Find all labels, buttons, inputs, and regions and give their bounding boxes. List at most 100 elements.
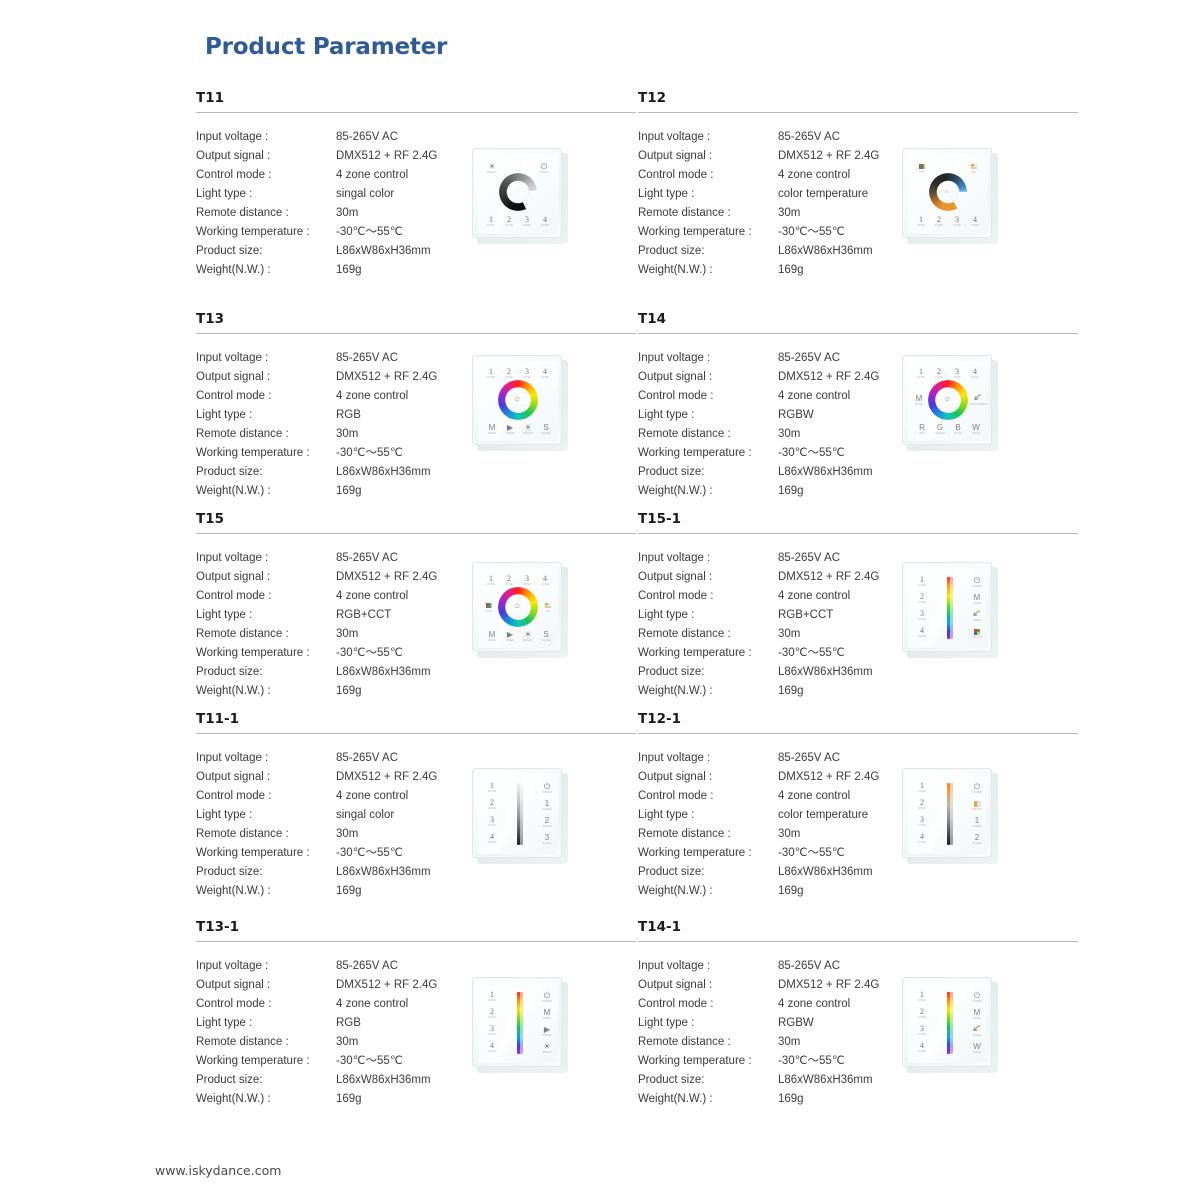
vertical-slider[interactable] — [516, 783, 520, 845]
key-scene-key[interactable]: 2 SCENE — [539, 816, 555, 829]
swatch-key[interactable]: SET — [966, 162, 982, 175]
swatch-key[interactable]: RGB — [481, 601, 497, 614]
zone-button-4[interactable]: 4 ZONE — [968, 368, 982, 380]
zone-button-3[interactable]: 3 ZONE — [485, 1025, 499, 1037]
zone-button-1[interactable]: 1 ZONE — [914, 368, 928, 380]
zone-button-3[interactable]: 3 ZONE — [915, 816, 929, 828]
key-power-key[interactable]: ⏻ POWER — [539, 991, 555, 1004]
zone-button-1[interactable]: 1 ZONE — [484, 216, 498, 228]
zone-button-2[interactable]: 2 ZONE — [915, 593, 929, 605]
zone-button-3[interactable]: 3 ZONE — [915, 1025, 929, 1037]
mode-key[interactable]: M MODE — [911, 394, 927, 407]
control-wheel[interactable] — [499, 173, 537, 211]
power-icon[interactable]: ⏻ — [944, 396, 950, 403]
control-wheel[interactable]: ⏻ — [498, 380, 538, 420]
speed-key[interactable]: SPEED — [969, 1025, 985, 1038]
swatch-key[interactable]: SWITCH — [969, 627, 985, 640]
key-bright-key[interactable]: ☀ BRIGHT — [520, 423, 536, 436]
key-bright-key[interactable]: ☀ BRIGHT — [539, 1042, 555, 1055]
zone-button-2[interactable]: 2 ZONE — [915, 799, 929, 811]
zone-button-2[interactable]: 2 ZONE — [485, 799, 499, 811]
vertical-slider[interactable] — [946, 783, 950, 845]
power-key[interactable]: ⏻ POWER — [536, 162, 552, 175]
zone-button-3[interactable]: 3 ZONE — [520, 575, 534, 587]
key-scene-key[interactable]: 3 SCENE — [539, 833, 555, 846]
zone-button-3[interactable]: 3 ZONE — [485, 816, 499, 828]
vertical-slider[interactable] — [946, 992, 950, 1054]
vertical-slider[interactable] — [946, 577, 950, 639]
zone-button-3[interactable]: 3 ZONE — [520, 216, 534, 228]
brightness-key[interactable]: ☀ BRIGHT — [484, 162, 500, 175]
zone-button-3[interactable]: 3 ZONE — [950, 216, 964, 228]
zone-button-1[interactable]: 1 ZONE — [484, 575, 498, 587]
key-speed-key[interactable]: ▶ SPEED — [539, 1025, 555, 1038]
key-power-key[interactable]: ⏻ POWER — [969, 782, 985, 795]
swatch-key[interactable]: SWITCH — [969, 799, 985, 812]
ring-center[interactable] — [937, 181, 959, 203]
zone-button-1[interactable]: 1 ZONE — [485, 991, 499, 1003]
zone-button-2[interactable]: 2 ZONE — [502, 575, 516, 587]
key-mode-key[interactable]: M MODE — [484, 630, 500, 643]
zone-button-3[interactable]: 3 ZONE — [950, 368, 964, 380]
key-scene-key[interactable]: 1 SCENE — [969, 816, 985, 829]
key-mode-key[interactable]: M MODE — [969, 1008, 985, 1021]
ring-center[interactable] — [935, 387, 961, 413]
zone-button-2[interactable]: 2 ZONE — [485, 1008, 499, 1020]
key-white-key[interactable]: W WHITE — [968, 423, 984, 436]
zone-button-1[interactable]: 1 ZONE — [914, 216, 928, 228]
key-scene-key[interactable]: S SCENE — [538, 630, 554, 643]
key-scene-key[interactable]: 1 SCENE — [539, 799, 555, 812]
zone-button-4[interactable]: 4 ZONE — [915, 1042, 929, 1054]
zone-button-2[interactable]: 2 ZONE — [932, 368, 946, 380]
zone-button-2[interactable]: 2 ZONE — [932, 216, 946, 228]
key-power-key[interactable]: ⏻ POWER — [539, 782, 555, 795]
zone-button-4[interactable]: 4 ZONE — [485, 833, 499, 845]
control-wheel[interactable]: ⏻ — [498, 587, 538, 627]
key-white-key[interactable]: W WHITE — [969, 1042, 985, 1055]
zone-button-3[interactable]: 3 ZONE — [520, 368, 534, 380]
key-mode-key[interactable]: M MODE — [969, 593, 985, 606]
control-wheel[interactable]: ⏻ — [928, 380, 968, 420]
key-green-key[interactable]: G GREEN — [932, 423, 948, 436]
swatch-key[interactable]: CCT — [914, 162, 930, 175]
zone-button-2[interactable]: 2 ZONE — [915, 1008, 929, 1020]
ring-center[interactable] — [507, 181, 529, 203]
zone-button-2[interactable]: 2 ZONE — [502, 216, 516, 228]
key-scene-key[interactable]: 2 SCENE — [969, 833, 985, 846]
key-scene-key[interactable]: S SCENE — [538, 423, 554, 436]
speed-key[interactable]: SPEED — [969, 610, 985, 623]
key-mode-key[interactable]: M MODE — [539, 1008, 555, 1021]
zone-button-4[interactable]: 4 ZONE — [538, 575, 552, 587]
key-power-key[interactable]: ⏻ POWER — [969, 991, 985, 1004]
power-icon[interactable]: ○ — [944, 188, 949, 195]
zone-button-2[interactable]: 2 ZONE — [502, 368, 516, 380]
speed-key[interactable]: WHITE/SPEED — [970, 394, 988, 407]
zone-button-1[interactable]: 1 ZONE — [485, 782, 499, 794]
power-icon[interactable]: ⏻ — [514, 396, 520, 403]
key-bright-key[interactable]: ☀ BRIGHT — [520, 630, 536, 643]
spec-row: Working temperature : -30℃～55℃ — [196, 642, 636, 661]
key-speed-key[interactable]: ▶ SPEED — [502, 630, 518, 643]
zone-button-1[interactable]: 1 ZONE — [915, 991, 929, 1003]
control-wheel[interactable]: ○ — [929, 173, 967, 211]
zone-button-3[interactable]: 3 ZONE — [915, 610, 929, 622]
zone-button-1[interactable]: 1 ZONE — [915, 576, 929, 588]
zone-button-1[interactable]: 1 ZONE — [484, 368, 498, 380]
ring-center[interactable] — [505, 594, 531, 620]
key-red-key[interactable]: R RED — [914, 423, 930, 436]
zone-button-1[interactable]: 1 ZONE — [915, 782, 929, 794]
key-blue-key[interactable]: B BLUE — [950, 423, 966, 436]
ring-center[interactable] — [505, 387, 531, 413]
key-mode-key[interactable]: M MODE — [484, 423, 500, 436]
zone-button-4[interactable]: 4 ZONE — [915, 833, 929, 845]
key-speed-key[interactable]: ▶ SPEED — [502, 423, 518, 436]
key-power-key[interactable]: ⏻ POWER — [969, 576, 985, 589]
power-icon[interactable]: ⏻ — [514, 603, 520, 610]
zone-button-4[interactable]: 4 ZONE — [538, 216, 552, 228]
vertical-slider[interactable] — [516, 992, 520, 1054]
zone-button-4[interactable]: 4 ZONE — [968, 216, 982, 228]
zone-button-4[interactable]: 4 ZONE — [538, 368, 552, 380]
zone-button-4[interactable]: 4 ZONE — [915, 627, 929, 639]
zone-button-4[interactable]: 4 ZONE — [485, 1042, 499, 1054]
swatch-key[interactable]: CCT — [540, 601, 556, 614]
